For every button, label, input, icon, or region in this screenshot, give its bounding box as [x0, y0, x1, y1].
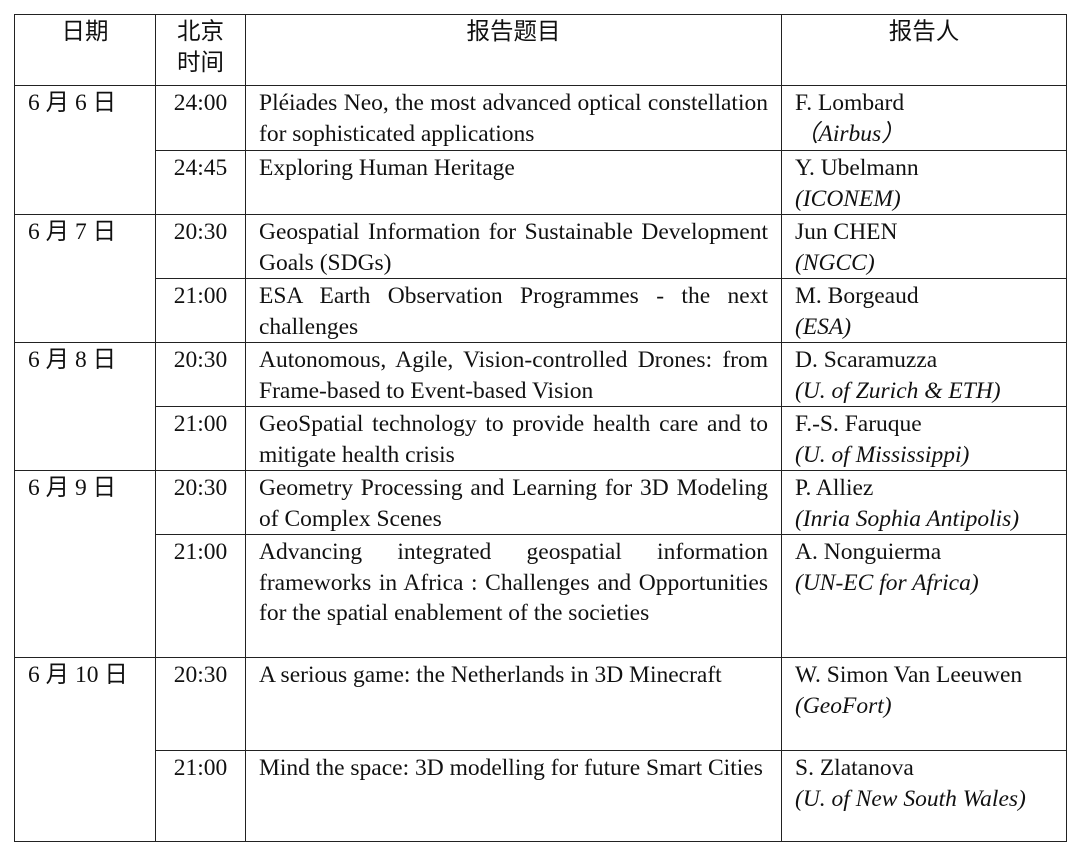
header-time: 北京 时间 — [155, 14, 246, 86]
speaker-cell: F. Lombard （Airbus） — [781, 85, 1067, 151]
header-speaker: 报告人 — [781, 14, 1067, 86]
time-cell: 21:00 — [155, 406, 246, 471]
talk-title: ESA Earth Observation Programmes - the n… — [245, 278, 782, 343]
speaker-cell: P. Alliez (Inria Sophia Antipolis) — [781, 470, 1067, 535]
speaker-cell: M. Borgeaud (ESA) — [781, 278, 1067, 343]
table-row: 6 月 8 日 20:30 Autonomous, Agile, Vision-co… — [14, 342, 1067, 471]
date-cell: 6 月 6 日 — [14, 85, 156, 215]
date-cell: 6 月 8 日 — [14, 342, 156, 471]
speaker-cell: D. Scaramuzza (U. of Zurich & ETH) — [781, 342, 1067, 407]
speaker-cell: Y. Ubelmann (ICONEM) — [781, 150, 1067, 215]
time-cell: 20:30 — [155, 470, 246, 535]
speaker-name: A. Nonguierma — [795, 539, 942, 565]
date-cell: 6 月 7 日 — [14, 214, 156, 343]
date-cell: 6 月 9 日 — [14, 470, 156, 658]
header-row: 日期 北京 时间 报告题目 报告人 — [14, 14, 1067, 86]
speaker-name: P. Alliez — [795, 475, 874, 501]
time-cell: 20:30 — [155, 342, 246, 407]
table-row: 6 月 10 日 20:30 A serious game: the Netherl… — [14, 657, 1067, 842]
speaker-cell: S. Zlatanova (U. of New South Wales) — [781, 750, 1067, 842]
speaker-name: F. Lombard — [795, 90, 905, 116]
talk-title: Exploring Human Heritage — [245, 150, 782, 215]
talk-title: GeoSpatial technology to provide health … — [245, 406, 782, 471]
speaker-affiliation: (ICONEM) — [795, 185, 901, 212]
talk-title: Advancing integrated geospatial informat… — [245, 534, 782, 658]
date-cell: 6 月 10 日 — [14, 657, 156, 842]
table-row: 21:00 Advancing integrated geospatial inf… — [15, 534, 1067, 658]
speaker-cell: A. Nonguierma (UN-EC for Africa) — [781, 534, 1067, 658]
time-cell: 20:30 — [155, 214, 246, 279]
time-cell: 20:30 — [155, 657, 246, 751]
talk-title: Geospatial Information for Sustainable D… — [245, 214, 782, 279]
speaker-name: S. Zlatanova — [795, 755, 914, 781]
talk-title: Autonomous, Agile, Vision-controlled Dro… — [245, 342, 782, 407]
speaker-affiliation: (GeoFort) — [795, 692, 892, 719]
table-row: 24:45 Exploring Human Heritage Y. Ubelmann… — [15, 150, 1067, 215]
speaker-name: F.-S. Faruque — [795, 411, 922, 437]
speaker-affiliation: （Airbus） — [795, 120, 905, 147]
speaker-affiliation: (Inria Sophia Antipolis) — [795, 505, 1020, 532]
speaker-affiliation: (U. of Zurich & ETH) — [795, 377, 1001, 404]
talk-title: Mind the space: 3D modelling for future … — [245, 750, 782, 842]
speaker-cell: F.-S. Faruque (U. of Mississippi) — [781, 406, 1067, 471]
speaker-name: D. Scaramuzza — [795, 347, 938, 373]
header-time-text: 北京 时间 — [177, 19, 224, 76]
time-cell: 24:45 — [155, 150, 246, 215]
speaker-affiliation: (U. of Mississippi) — [795, 441, 970, 468]
time-cell: 21:00 — [155, 534, 246, 658]
talk-title: A serious game: the Netherlands in 3D Mi… — [245, 657, 782, 751]
speaker-cell: W. Simon Van Leeuwen (GeoFort) — [781, 657, 1067, 751]
talk-title: Pléiades Neo, the most advanced optical … — [245, 85, 782, 151]
speaker-name: M. Borgeaud — [795, 283, 919, 309]
header-title: 报告题目 — [245, 14, 782, 86]
speaker-affiliation: (ESA) — [795, 313, 852, 340]
table-row: 21:00 GeoSpatial technology to provide he… — [15, 406, 1067, 471]
table-row: 6 月 7 日 20:30 Geospatial Information for S… — [14, 214, 1067, 343]
talk-title: Geometry Processing and Learning for 3D … — [245, 470, 782, 535]
header-date: 日期 — [14, 14, 156, 86]
schedule-table: 日期 北京 时间 报告题目 报告人 6 月 6 日 24:00 Pléiades N… — [14, 14, 1067, 842]
time-cell: 21:00 — [155, 750, 246, 842]
speaker-name: W. Simon Van Leeuwen — [795, 662, 1023, 688]
speaker-affiliation: (UN-EC for Africa) — [795, 569, 979, 596]
speaker-affiliation: (NGCC) — [795, 249, 875, 276]
speaker-affiliation: (U. of New South Wales) — [795, 785, 1026, 812]
time-cell: 21:00 — [155, 278, 246, 343]
table-row: 21:00 Mind the space: 3D modelling for fu… — [15, 750, 1067, 842]
schedule-body: 6 月 6 日 24:00 Pléiades Neo, the most advan… — [14, 85, 1067, 842]
speaker-name: Jun CHEN — [795, 219, 898, 245]
table-row: 21:00 ESA Earth Observation Programmes - … — [15, 278, 1067, 343]
speaker-name: Y. Ubelmann — [795, 155, 919, 181]
table-row: 6 月 9 日 20:30 Geometry Processing and Lear… — [14, 470, 1067, 658]
time-cell: 24:00 — [155, 85, 246, 151]
table-row: 6 月 6 日 24:00 Pléiades Neo, the most advan… — [14, 85, 1067, 215]
speaker-cell: Jun CHEN (NGCC) — [781, 214, 1067, 279]
